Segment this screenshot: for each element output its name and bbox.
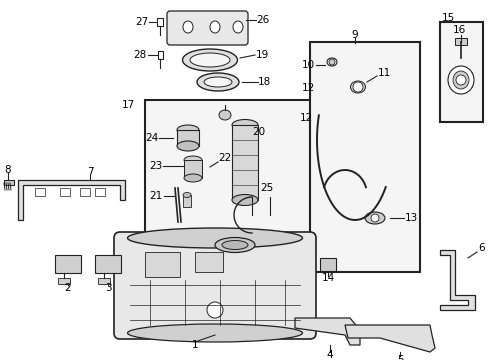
Ellipse shape — [222, 240, 247, 249]
Ellipse shape — [232, 21, 243, 33]
Ellipse shape — [231, 120, 258, 130]
Bar — [60, 188, 70, 196]
Polygon shape — [294, 318, 359, 345]
Polygon shape — [439, 250, 474, 310]
Bar — [35, 188, 45, 196]
Bar — [177, 130, 199, 146]
Ellipse shape — [215, 238, 254, 252]
Bar — [58, 278, 70, 284]
Circle shape — [328, 59, 334, 65]
Text: 14: 14 — [321, 273, 334, 283]
Text: 18: 18 — [258, 77, 271, 87]
Ellipse shape — [183, 193, 191, 198]
Ellipse shape — [127, 228, 302, 248]
Ellipse shape — [182, 49, 237, 71]
Bar — [195, 252, 223, 272]
Circle shape — [206, 302, 223, 318]
Text: 2: 2 — [64, 283, 71, 293]
Polygon shape — [345, 325, 434, 352]
Ellipse shape — [177, 141, 199, 151]
Ellipse shape — [231, 194, 258, 206]
Text: 20: 20 — [251, 127, 264, 137]
Bar — [145, 252, 180, 277]
Bar — [98, 278, 110, 284]
Ellipse shape — [197, 73, 239, 91]
Circle shape — [352, 82, 362, 92]
Text: 27: 27 — [135, 17, 148, 27]
Ellipse shape — [219, 110, 230, 120]
Bar — [55, 255, 81, 273]
Bar — [454, 38, 466, 45]
Ellipse shape — [183, 156, 202, 164]
FancyBboxPatch shape — [167, 11, 247, 45]
Text: 7: 7 — [86, 167, 93, 177]
Bar — [309, 42, 419, 272]
Bar — [157, 18, 163, 26]
Ellipse shape — [209, 21, 220, 33]
Bar — [439, 22, 482, 122]
Text: 5: 5 — [396, 355, 403, 360]
Bar — [95, 188, 105, 196]
Text: 6: 6 — [477, 243, 484, 253]
Bar — [4, 180, 14, 185]
Text: 28: 28 — [134, 50, 147, 60]
Polygon shape — [18, 180, 125, 220]
Bar — [231, 125, 258, 200]
Text: 1: 1 — [191, 340, 198, 350]
Text: 4: 4 — [326, 350, 333, 360]
Text: 26: 26 — [256, 15, 269, 25]
Bar — [183, 160, 202, 178]
Text: 17: 17 — [122, 100, 135, 110]
Ellipse shape — [364, 212, 384, 224]
Text: 25: 25 — [260, 183, 273, 193]
Text: 11: 11 — [377, 68, 390, 78]
Text: 12: 12 — [299, 113, 312, 123]
Text: 23: 23 — [148, 161, 162, 171]
Ellipse shape — [183, 174, 202, 182]
Ellipse shape — [190, 53, 229, 67]
Ellipse shape — [350, 81, 365, 93]
Bar — [95, 255, 121, 273]
Text: 9: 9 — [351, 30, 358, 40]
Bar — [80, 188, 90, 196]
Text: 21: 21 — [149, 191, 163, 201]
Text: 8: 8 — [5, 165, 11, 175]
Text: 24: 24 — [144, 133, 158, 143]
Text: 10: 10 — [301, 60, 314, 70]
Ellipse shape — [452, 71, 468, 89]
FancyBboxPatch shape — [114, 232, 315, 339]
Text: 22: 22 — [218, 153, 231, 163]
Text: 3: 3 — [104, 283, 111, 293]
Circle shape — [455, 75, 465, 85]
Ellipse shape — [447, 66, 473, 94]
Circle shape — [370, 214, 378, 222]
Text: 12: 12 — [301, 83, 314, 93]
Text: 13: 13 — [404, 213, 417, 223]
Ellipse shape — [127, 324, 302, 342]
Ellipse shape — [183, 21, 193, 33]
Bar — [183, 195, 191, 207]
Bar — [158, 51, 163, 59]
Bar — [319, 258, 335, 271]
Ellipse shape — [177, 125, 199, 135]
Text: 16: 16 — [451, 25, 465, 35]
Ellipse shape — [203, 77, 231, 87]
Bar — [145, 100, 314, 248]
Text: 19: 19 — [256, 50, 269, 60]
Ellipse shape — [326, 58, 336, 66]
Text: 15: 15 — [441, 13, 454, 23]
